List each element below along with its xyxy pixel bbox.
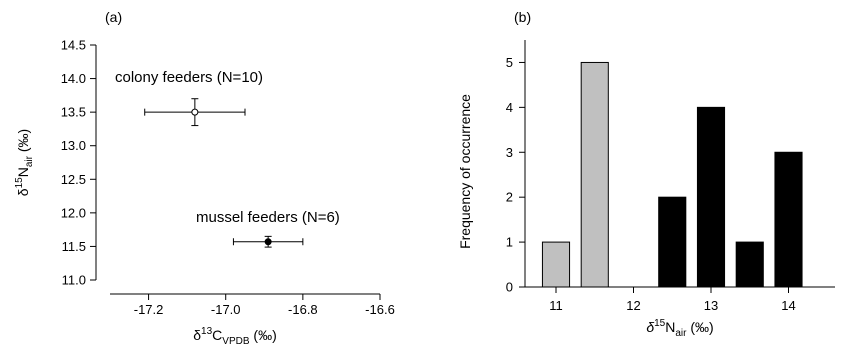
panel-a-y-tick-label: 11.5	[62, 239, 86, 254]
panel-b-x-ticks: 11 12 13 14	[549, 287, 795, 313]
panel-b-y-tick-label: 5	[506, 55, 513, 70]
bar	[542, 242, 569, 287]
panel-a-x-tick-label: -17.0	[211, 302, 241, 317]
panel-a-y-label-unit: (‰)	[15, 129, 31, 156]
panel-b-label: (b)	[514, 9, 531, 25]
panel-b-x-tick-label: 14	[781, 298, 795, 313]
panel-a-y-label-base: N	[15, 167, 31, 177]
panel-b-x-label-base: N	[665, 319, 675, 335]
panel-a-y-tick-label: 12.5	[61, 172, 86, 187]
panel-b-y-ticks: 0 1 2 3 4 5	[506, 55, 525, 295]
panel-b-x-tick-label: 13	[704, 298, 718, 313]
bar	[581, 62, 608, 287]
panel-b-y-label: Frequency of occurrence	[457, 94, 473, 249]
panel-b-x-label-unit: (‰)	[686, 319, 713, 335]
bar	[775, 152, 802, 287]
bar	[659, 197, 686, 287]
panel-b-y-tick-label: 2	[506, 190, 513, 205]
panel-a-x-ticks: -17.2 -17.0 -16.8 -16.6	[134, 294, 395, 317]
panel-a-x-tick-label: -16.6	[365, 302, 395, 317]
panel-b-x-label: δ15Nair (‰)	[646, 318, 713, 339]
panel-a-x-label-sub: VPDB	[222, 336, 250, 347]
panel-a-x-label-base: C	[212, 327, 222, 343]
panel-b-x-label-sub: air	[675, 328, 687, 339]
panel-b-x-tick-label: 12	[626, 298, 640, 313]
bar	[697, 107, 724, 287]
panel-b-bars	[542, 62, 802, 287]
panel-a-x-label: δ13CVPDB (‰)	[193, 326, 277, 347]
panel-a-x-tick-label: -16.8	[288, 302, 318, 317]
panel-a: (a) 11.0 11.5 12.0 12.5 13.0 13.5 14.0 14.5 -17…	[14, 9, 395, 347]
colony-feeders-point	[192, 109, 198, 115]
panel-a-label: (a)	[105, 9, 122, 25]
panel-b-y-tick-label: 3	[506, 145, 513, 160]
panel-a-x-label-delta: δ	[193, 327, 201, 343]
panel-a-y-label: δ15Nair (‰)	[14, 129, 35, 196]
panel-a-y-label-sub: air	[24, 155, 35, 167]
panel-b-y-tick-label: 4	[506, 100, 513, 115]
panel-a-y-tick-label: 11.0	[62, 273, 86, 288]
panel-a-y-ticks: 11.0 11.5 12.0 12.5 13.0 13.5 14.0 14.5	[61, 38, 96, 288]
bar	[736, 242, 763, 287]
panel-a-y-label-delta: δ	[15, 188, 31, 196]
panel-a-y-tick-label: 14.0	[61, 71, 86, 86]
panel-b-x-tick-label: 11	[549, 298, 563, 313]
panel-a-y-tick-label: 12.0	[61, 205, 86, 220]
panel-a-x-tick-label: -17.2	[134, 302, 164, 317]
panel-a-x-label-unit: (‰)	[250, 327, 277, 343]
panel-a-y-label-sup: 15	[14, 177, 25, 189]
panel-b-y-tick-label: 1	[506, 235, 513, 250]
panel-a-x-label-sup: 13	[201, 326, 213, 337]
panel-a-y-tick-label: 13.0	[61, 138, 86, 153]
colony-feeders-label: colony feeders (N=10)	[115, 69, 263, 86]
panel-a-y-tick-label: 14.5	[61, 38, 86, 53]
mussel-feeders-label: mussel feeders (N=6)	[196, 209, 340, 226]
mussel-feeders-point	[265, 239, 271, 245]
panel-b-x-label-sup: 15	[654, 318, 666, 329]
panel-b-y-tick-label: 0	[506, 280, 513, 295]
panel-a-y-tick-label: 13.5	[61, 105, 86, 120]
